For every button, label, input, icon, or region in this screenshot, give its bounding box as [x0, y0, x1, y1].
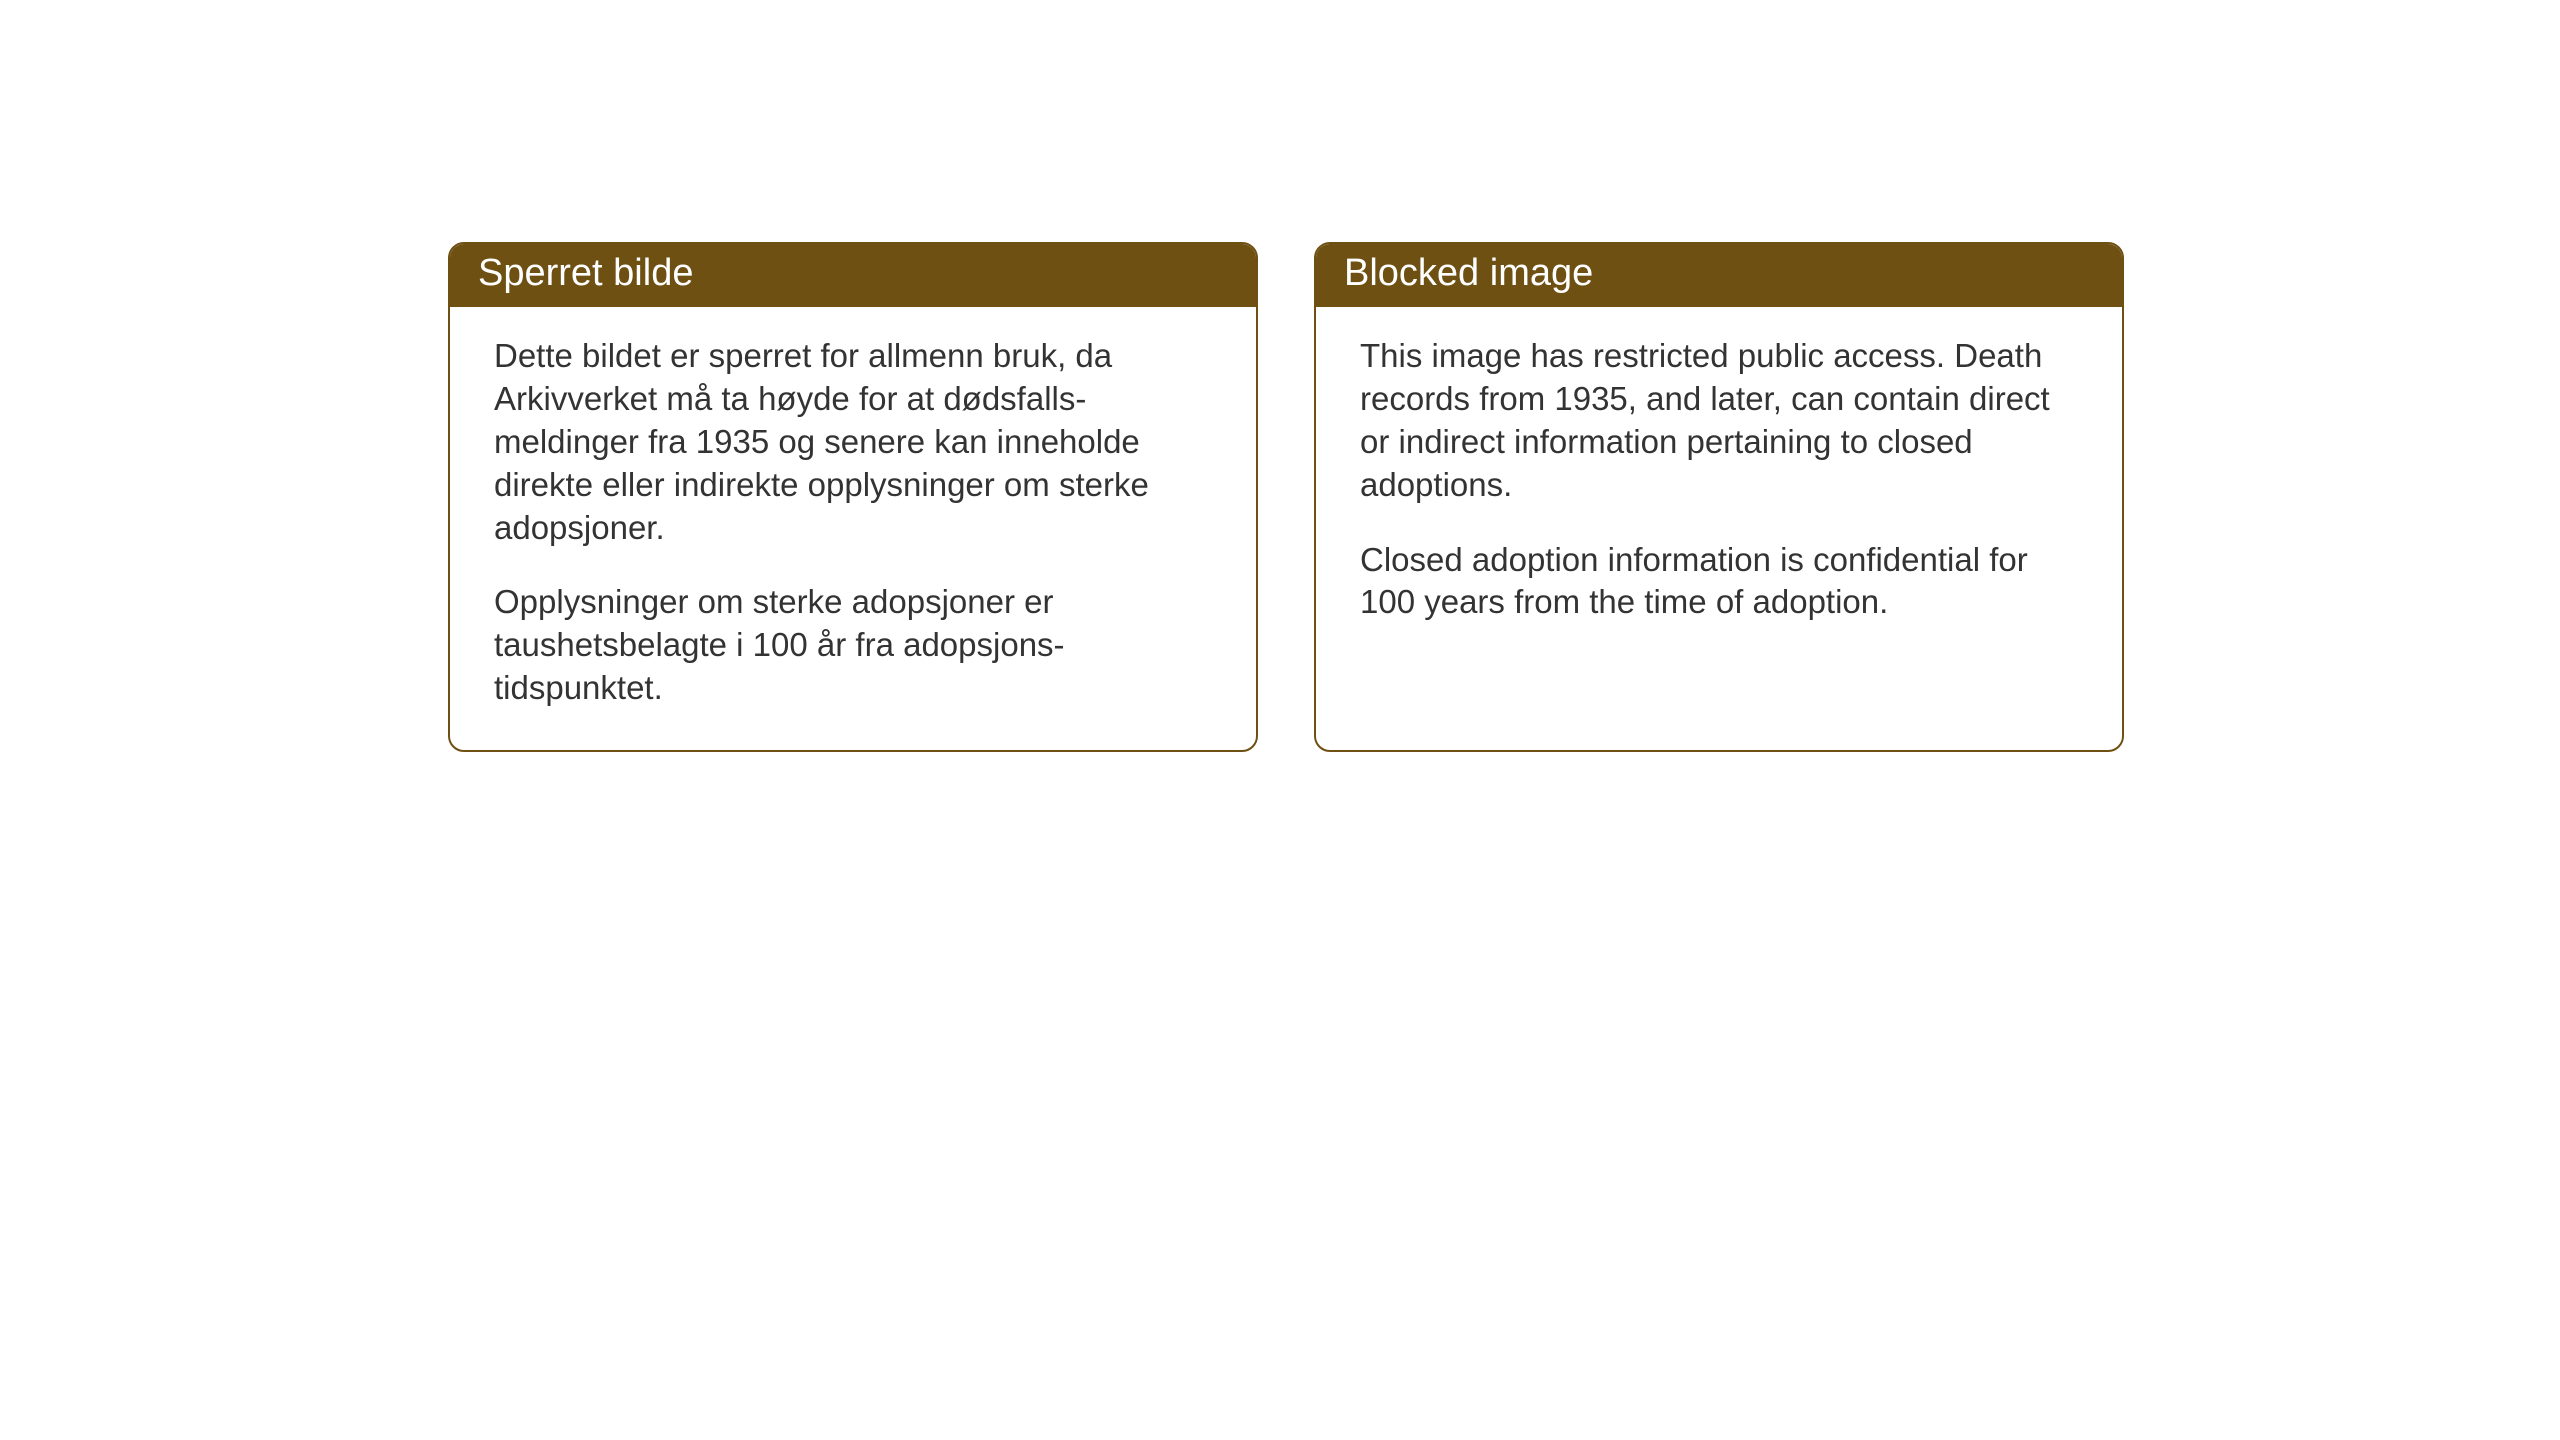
- norwegian-paragraph-2: Opplysninger om sterke adopsjoner er tau…: [494, 581, 1212, 710]
- norwegian-card-title: Sperret bilde: [450, 244, 1256, 307]
- norwegian-notice-card: Sperret bilde Dette bildet er sperret fo…: [448, 242, 1258, 752]
- norwegian-paragraph-1: Dette bildet er sperret for allmenn bruk…: [494, 335, 1212, 549]
- notice-container: Sperret bilde Dette bildet er sperret fo…: [448, 242, 2124, 752]
- english-card-title: Blocked image: [1316, 244, 2122, 307]
- english-paragraph-2: Closed adoption information is confident…: [1360, 539, 2078, 625]
- norwegian-card-body: Dette bildet er sperret for allmenn bruk…: [450, 307, 1256, 750]
- english-card-body: This image has restricted public access.…: [1316, 307, 2122, 664]
- english-paragraph-1: This image has restricted public access.…: [1360, 335, 2078, 507]
- english-notice-card: Blocked image This image has restricted …: [1314, 242, 2124, 752]
